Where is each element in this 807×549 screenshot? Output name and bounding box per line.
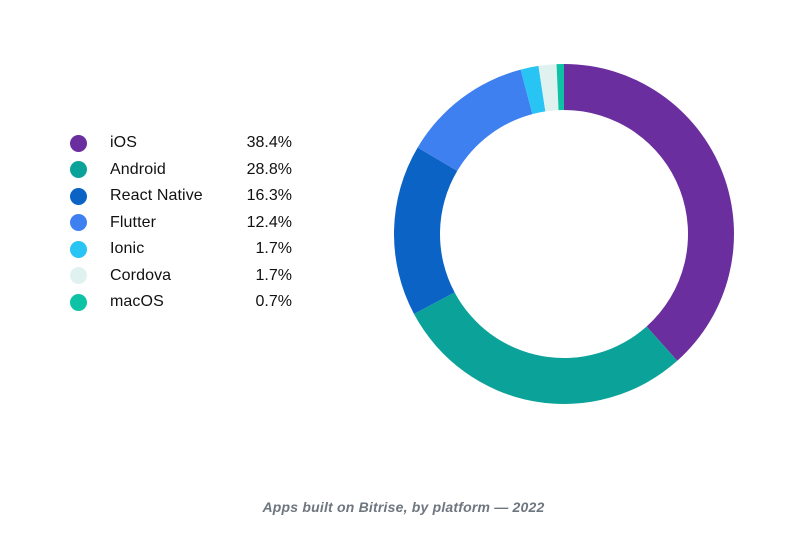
legend-item-ionic: Ionic 1.7% [70, 236, 292, 263]
chart-caption: Apps built on Bitrise, by platform — 202… [262, 499, 545, 515]
donut-segment-react-native [394, 147, 458, 315]
legend-item-macos: macOS 0.7% [70, 289, 292, 316]
donut-segment-ionic [520, 65, 546, 115]
legend-color-dot-icon [70, 240, 87, 258]
donut-segment-flutter [417, 69, 533, 171]
donut-segment-ios [564, 64, 734, 361]
legend-item-react-native: React Native 16.3% [70, 183, 292, 210]
donut-segment-android [414, 292, 678, 404]
legend-color-dot-icon [70, 293, 87, 311]
legend-item-value: 0.7% [255, 293, 292, 311]
legend-item-value: 28.8% [246, 160, 292, 178]
legend-color-dot-icon [70, 134, 87, 152]
legend-color-dot-icon [70, 187, 87, 205]
legend-item-label: Ionic [110, 240, 145, 258]
legend-item-value: 1.7% [255, 240, 292, 258]
legend-item-label: Flutter [110, 213, 157, 231]
legend-item-value: 38.4% [246, 134, 292, 152]
donut-chart-svg [394, 64, 734, 404]
legend-item-value: 1.7% [255, 266, 292, 284]
legend-item-label: Cordova [110, 266, 172, 284]
donut-chart [394, 64, 734, 404]
legend-color-dot-icon [70, 214, 87, 232]
legend-item-label: iOS [110, 134, 137, 152]
donut-segment-cordova [538, 64, 559, 112]
legend-item-cordova: Cordova 1.7% [70, 263, 292, 290]
legend-item-label: React Native [110, 187, 203, 205]
legend-item-value: 16.3% [246, 187, 292, 205]
legend-color-dot-icon [70, 161, 87, 179]
legend-item-ios: iOS 38.4% [70, 130, 292, 157]
legend-item-label: macOS [110, 293, 164, 311]
legend-item-android: Android 28.8% [70, 157, 292, 184]
legend-item-label: Android [110, 160, 166, 178]
donut-segment-macos [556, 64, 564, 111]
legend-color-dot-icon [70, 267, 87, 285]
legend: iOS 38.4% Android 28.8% React Native 16.… [70, 130, 292, 316]
legend-item-flutter: Flutter 12.4% [70, 210, 292, 237]
legend-item-value: 12.4% [246, 213, 292, 231]
